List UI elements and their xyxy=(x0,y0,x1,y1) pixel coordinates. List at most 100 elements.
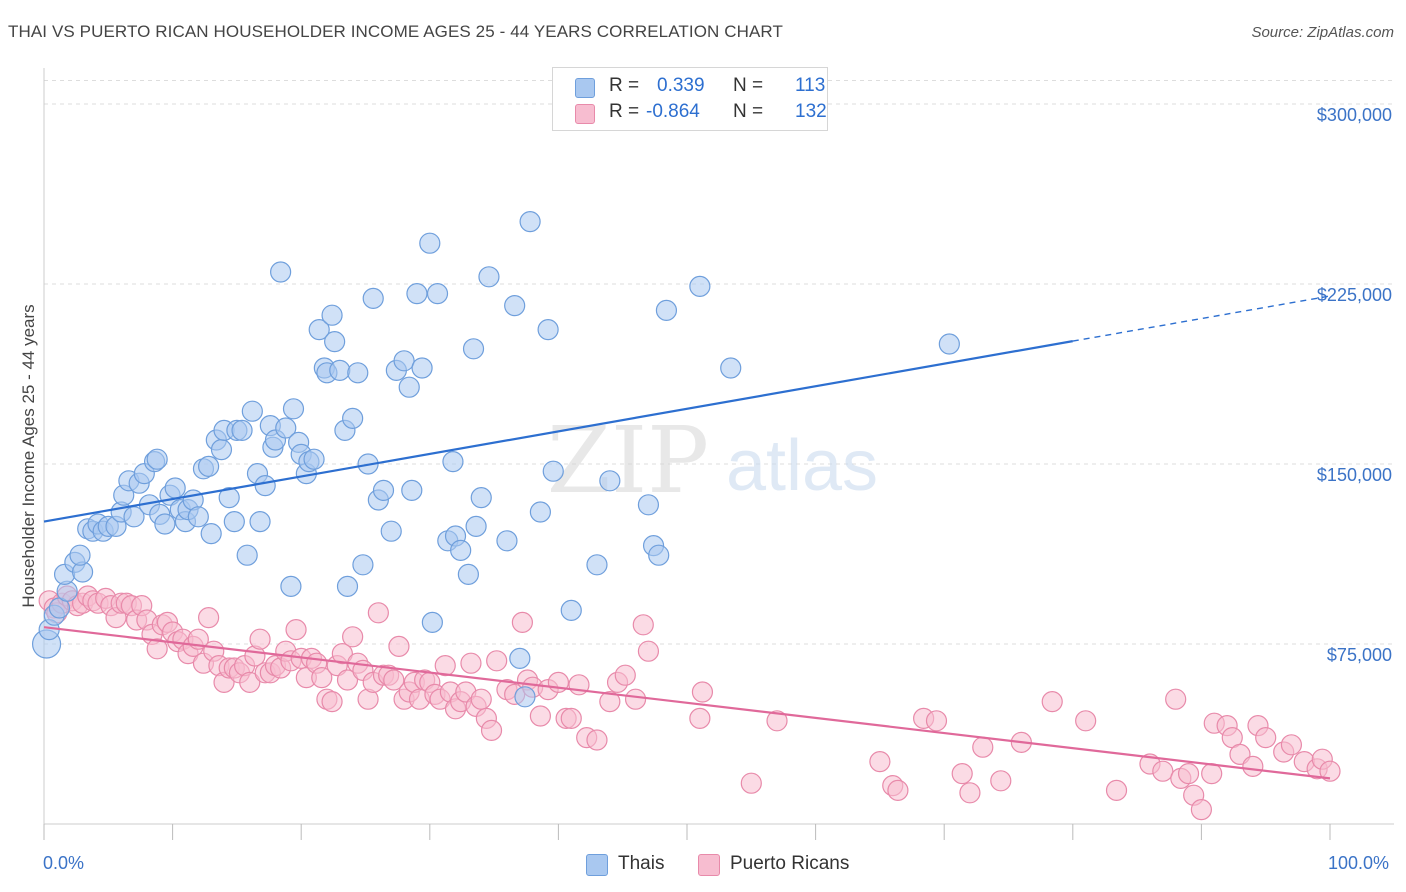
tick-labels: $75,000 $150,000 $225,000 $300,000 xyxy=(1317,105,1392,665)
thai-point xyxy=(462,338,485,360)
puerto-rican-point xyxy=(321,690,343,713)
thai-point xyxy=(655,299,678,321)
thai-point xyxy=(236,544,258,566)
source-label: Source: ZipAtlas.com xyxy=(1251,24,1394,41)
thai-point xyxy=(637,494,660,516)
thai-point xyxy=(352,554,374,576)
puerto-rican-point xyxy=(766,710,788,732)
thais-trend-extension xyxy=(1072,295,1331,342)
puerto-rican-point xyxy=(869,750,891,773)
thai-point xyxy=(254,475,276,497)
puerto-rican-point xyxy=(990,770,1012,792)
puerto-ricans-swatch xyxy=(575,104,595,124)
thai-point xyxy=(218,487,240,509)
puerto-rican-point xyxy=(614,664,636,686)
thai-point xyxy=(648,544,670,566)
thai-point xyxy=(231,419,253,441)
thai-point xyxy=(342,407,364,429)
puerto-rican-point xyxy=(486,650,508,672)
watermark: ZIP atlas xyxy=(547,407,878,514)
puerto-rican-point xyxy=(951,762,973,785)
n-label: N = xyxy=(733,75,764,96)
axes xyxy=(43,68,1394,840)
y-tick-label: $225,000 xyxy=(1317,285,1392,305)
thai-point xyxy=(529,501,551,523)
thai-point xyxy=(164,477,186,499)
puerto-rican-point xyxy=(887,779,909,802)
puerto-rican-point xyxy=(311,666,333,689)
stats-legend: R = 0.339 N = 113 R = -0.864 N = 132 xyxy=(552,67,828,131)
puerto-rican-point xyxy=(342,626,364,648)
thai-point xyxy=(372,479,395,501)
thai-point xyxy=(275,417,297,439)
thai-point xyxy=(450,539,472,562)
puerto-rican-point xyxy=(586,729,608,751)
thai-point xyxy=(393,350,415,372)
puerto-ricans-swatch xyxy=(698,854,720,876)
thai-point xyxy=(187,506,209,528)
thai-point xyxy=(241,400,263,422)
puerto-rican-point xyxy=(632,614,654,636)
puerto-rican-point xyxy=(740,772,762,794)
puerto-rican-point xyxy=(239,671,261,694)
puerto-rican-point xyxy=(1105,779,1128,802)
puerto-rican-point xyxy=(1201,762,1223,785)
thai-point xyxy=(362,287,384,309)
thai-point xyxy=(419,232,441,254)
thai-point xyxy=(720,357,742,379)
thai-point xyxy=(303,448,325,470)
r-label: R = xyxy=(609,101,640,122)
thai-point xyxy=(336,575,359,598)
r-value: 0.339 xyxy=(657,75,705,96)
puerto-rican-point xyxy=(383,669,405,691)
thai-point xyxy=(504,295,526,317)
puerto-rican-point xyxy=(511,611,533,634)
watermark-atlas: atlas xyxy=(726,426,878,506)
puerto-rican-point xyxy=(560,707,582,730)
thai-point xyxy=(478,266,500,288)
thai-point xyxy=(509,647,531,670)
puerto-rican-point xyxy=(1165,688,1187,710)
thai-point xyxy=(154,513,176,535)
legend-label-thais: Thais xyxy=(618,853,665,874)
thai-point xyxy=(380,520,402,542)
thai-point xyxy=(280,575,302,598)
thai-point xyxy=(465,515,487,538)
chart-title: THAI VS PUERTO RICAN HOUSEHOLDER INCOME … xyxy=(8,22,783,41)
thais-swatch xyxy=(586,854,608,876)
puerto-rican-point xyxy=(388,635,410,658)
thai-point xyxy=(496,530,518,552)
n-value: 132 xyxy=(795,101,827,122)
thai-point xyxy=(223,510,245,533)
n-value: 113 xyxy=(795,75,826,96)
r-label: R = xyxy=(609,75,640,96)
puerto-rican-point xyxy=(691,681,714,703)
puerto-rican-point xyxy=(925,710,948,732)
puerto-rican-point xyxy=(336,669,359,691)
puerto-rican-point xyxy=(146,638,168,660)
puerto-rican-point xyxy=(529,705,551,727)
thai-point xyxy=(347,362,369,384)
puerto-rican-point xyxy=(1190,798,1213,821)
puerto-rican-point xyxy=(689,707,711,730)
r-value: -0.864 xyxy=(646,101,700,122)
thai-point xyxy=(938,333,960,355)
puerto-rican-point xyxy=(249,628,271,650)
thai-point xyxy=(198,455,220,477)
x-min-label: 0.0% xyxy=(43,853,85,873)
puerto-rican-point xyxy=(285,618,307,641)
puerto-rican-point xyxy=(637,640,660,662)
thai-point xyxy=(519,211,541,233)
puerto-rican-point xyxy=(599,690,621,713)
thais-points xyxy=(31,211,960,708)
y-tick-label: $150,000 xyxy=(1317,465,1392,485)
thais-trend-line xyxy=(43,340,1073,523)
puerto-rican-point xyxy=(1177,762,1200,785)
y-tick-label: $75,000 xyxy=(1327,645,1392,665)
thai-point xyxy=(426,283,449,305)
trend-lines xyxy=(43,295,1331,780)
puerto-rican-point xyxy=(198,606,220,629)
puerto-rican-point xyxy=(1319,760,1341,782)
y-axis-label: Householder Income Ages 25 - 44 years xyxy=(19,304,38,608)
